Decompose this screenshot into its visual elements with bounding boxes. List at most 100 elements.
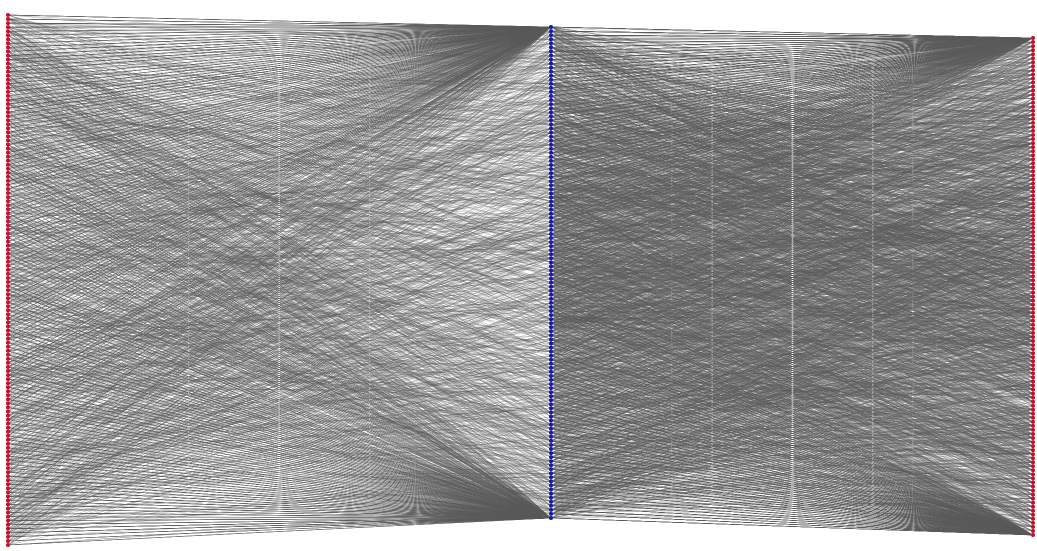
node <box>549 187 553 192</box>
node <box>6 187 10 191</box>
node <box>549 264 553 269</box>
node <box>1031 177 1035 182</box>
node <box>1031 262 1035 267</box>
node <box>549 49 553 54</box>
node <box>1031 286 1035 291</box>
node <box>6 271 10 276</box>
node <box>1031 112 1035 117</box>
node <box>549 126 553 131</box>
node <box>6 478 10 483</box>
node <box>549 227 553 232</box>
node <box>1031 68 1035 73</box>
node <box>6 296 10 301</box>
node <box>6 150 10 155</box>
node <box>1031 407 1035 412</box>
node <box>549 296 553 301</box>
node <box>6 539 10 543</box>
node <box>6 61 10 66</box>
node <box>6 21 10 26</box>
node <box>6 312 10 317</box>
layer-nodes <box>549 25 553 520</box>
node <box>6 98 10 102</box>
node <box>6 389 10 394</box>
node <box>1031 193 1035 198</box>
node <box>1031 274 1035 279</box>
node <box>549 333 553 338</box>
node <box>549 309 553 313</box>
node <box>6 280 10 284</box>
node <box>1031 108 1035 113</box>
node <box>1031 533 1035 537</box>
node <box>549 167 553 171</box>
node <box>1031 221 1035 226</box>
node <box>1031 512 1035 517</box>
node <box>549 475 553 480</box>
node <box>549 503 553 508</box>
node <box>1031 254 1035 259</box>
node <box>6 41 10 46</box>
node <box>549 463 553 468</box>
nodes <box>6 13 1035 547</box>
node <box>6 227 10 232</box>
node <box>1031 456 1035 461</box>
node <box>6 138 10 143</box>
node <box>1031 411 1035 416</box>
node <box>6 122 10 127</box>
node <box>6 49 10 54</box>
node <box>549 232 553 236</box>
node <box>549 483 553 488</box>
node <box>6 199 10 204</box>
node <box>549 361 553 366</box>
node <box>1031 92 1035 97</box>
node <box>549 150 553 155</box>
node <box>1031 375 1035 380</box>
node <box>1031 524 1035 529</box>
node <box>549 430 553 435</box>
node <box>549 499 553 504</box>
node <box>549 85 553 90</box>
node <box>549 25 553 29</box>
node <box>6 530 10 535</box>
node <box>6 89 10 94</box>
node <box>549 191 553 196</box>
node <box>1031 205 1035 210</box>
node <box>6 344 10 349</box>
node <box>1031 169 1035 174</box>
node <box>6 118 10 123</box>
node <box>1031 48 1035 53</box>
node <box>549 252 553 257</box>
node <box>6 154 10 159</box>
node <box>549 451 553 456</box>
node <box>6 142 10 147</box>
node <box>1031 270 1035 275</box>
node <box>1031 310 1035 315</box>
node <box>1031 460 1035 465</box>
node <box>549 357 553 362</box>
node <box>1031 444 1035 449</box>
node <box>6 211 10 216</box>
node <box>1031 318 1035 323</box>
node <box>6 191 10 195</box>
node <box>6 81 10 86</box>
node <box>6 437 10 442</box>
node <box>549 69 553 74</box>
node <box>6 506 10 511</box>
node <box>1031 40 1035 44</box>
node <box>549 215 553 220</box>
node <box>1031 197 1035 202</box>
node <box>1031 133 1035 137</box>
node <box>6 292 10 297</box>
node <box>6 267 10 272</box>
node <box>549 223 553 228</box>
node <box>549 479 553 484</box>
node <box>6 235 10 240</box>
node <box>6 498 10 503</box>
node <box>6 332 10 337</box>
node <box>6 73 10 78</box>
node <box>6 454 10 458</box>
node <box>6 300 10 305</box>
node <box>549 33 553 38</box>
node <box>1031 403 1035 408</box>
node <box>1031 476 1035 481</box>
node <box>549 248 553 253</box>
